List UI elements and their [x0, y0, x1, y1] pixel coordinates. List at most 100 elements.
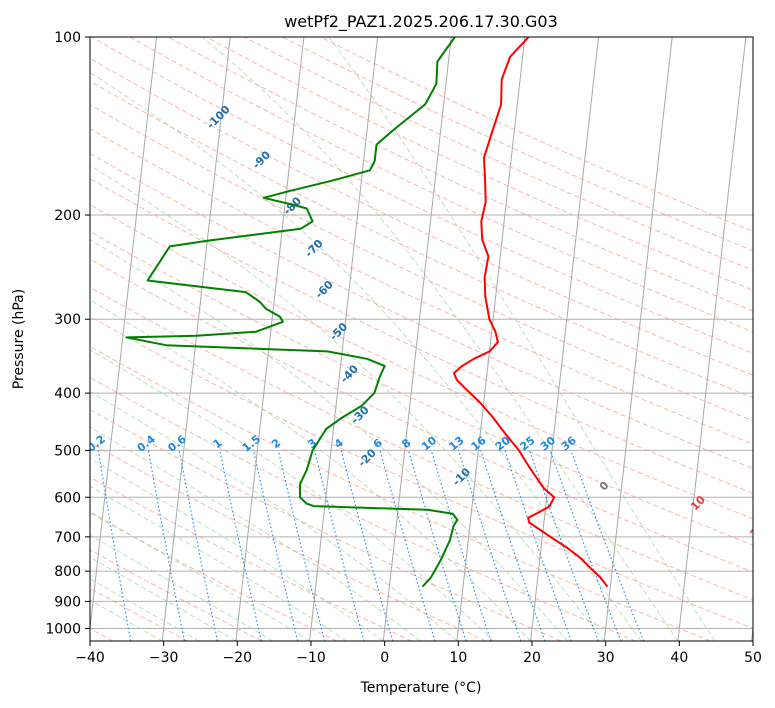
dry-adiabat-line — [90, 512, 338, 641]
mixing-ratio-line — [408, 450, 467, 641]
dry-adiabat-line — [90, 345, 711, 641]
dry-adiabat-line — [205, 37, 753, 291]
dry-adiabat-label: 20 — [748, 520, 768, 540]
data-series — [125, 37, 609, 588]
moist-adiabats — [90, 37, 716, 641]
moist-adiabat-line — [90, 578, 200, 641]
dry-adiabat-label: 10 — [688, 493, 708, 513]
y-tick-label: 200 — [54, 208, 81, 224]
mixing-ratio-label: 4 — [332, 436, 346, 451]
mixing-ratio-line — [549, 450, 622, 641]
moist-adiabat-line — [90, 485, 347, 641]
moist-adiabat-line — [328, 37, 716, 641]
y-tick-label: 800 — [54, 564, 81, 580]
mixing-ratio-line — [147, 450, 185, 641]
isotherm-line — [0, 37, 9, 641]
dry-adiabat-line — [129, 37, 753, 333]
isotherm-line — [309, 37, 379, 641]
mixing-ratio-line — [504, 450, 572, 641]
x-tick-label: 20 — [523, 650, 541, 666]
mixing-ratio-line — [480, 450, 546, 641]
y-tick-label: 1000 — [45, 621, 81, 637]
moist-adiabat-line — [90, 556, 237, 641]
mixing-ratio-line — [277, 450, 326, 641]
moist-adiabat-line — [90, 534, 274, 641]
dry-adiabat-line — [90, 258, 753, 573]
y-tick-label: 900 — [54, 594, 81, 610]
dry-adiabat-line — [167, 37, 753, 312]
isotherm-line — [530, 37, 600, 641]
isotherm-line — [235, 37, 305, 641]
dry-adiabat-line — [320, 37, 753, 232]
dry-adiabat-label: -70 — [302, 237, 325, 260]
x-tick-label: 40 — [670, 650, 688, 666]
mixing-ratio-line — [458, 450, 522, 641]
dry-adiabat-label: -10 — [450, 465, 473, 488]
x-tick-label: −10 — [296, 650, 326, 666]
mixing-ratio-lines — [97, 450, 645, 641]
dry-adiabat-line — [90, 442, 487, 641]
dry-adiabat-line — [90, 286, 753, 601]
moist-adiabat-line — [90, 599, 163, 641]
dry-adiabat-label: -50 — [327, 320, 350, 343]
dry-adiabat-label: -40 — [338, 362, 361, 385]
dry-adiabat-line — [91, 37, 753, 354]
pressure-grid — [90, 37, 753, 629]
moist-adiabat-line — [90, 71, 642, 641]
mixing-ratio-line — [529, 450, 600, 641]
moist-adiabat-line — [90, 457, 384, 641]
mixing-ratio-line — [253, 450, 299, 641]
mixing-ratio-line — [379, 450, 436, 641]
x-tick-label: −40 — [75, 650, 105, 666]
moist-adiabat-line — [90, 390, 458, 641]
isotherm-line — [161, 37, 231, 641]
x-tick-label: 10 — [449, 650, 467, 666]
mixing-ratio-line — [570, 450, 645, 641]
y-axis-ticks: 100 200 300 400 500 600 700 800 900 1000 — [45, 30, 90, 637]
dry-adiabat-line — [90, 476, 412, 641]
isotherm-line — [456, 37, 526, 641]
x-tick-label: 0 — [380, 650, 389, 666]
moist-adiabat-line — [201, 37, 679, 641]
x-tick-label: −30 — [149, 650, 179, 666]
moist-adiabat-line — [90, 510, 310, 641]
moist-adiabat-line — [90, 238, 568, 641]
x-tick-label: 50 — [744, 650, 762, 666]
dry-adiabat-label: -90 — [250, 148, 273, 171]
moist-adiabat-line — [90, 349, 495, 641]
mixing-ratio-line — [178, 450, 219, 641]
isotherm-line — [90, 37, 158, 633]
adiabat-labels: 0.1 0.2 0.4 0.6 1 1.5 2 3 4 6 8 10 13 16 20 25 30 36-100-… — [90, 103, 768, 541]
dry-adiabat-line — [90, 587, 188, 641]
mixing-ratio-line — [314, 450, 365, 641]
mixing-ratio-label: 0.4 — [135, 432, 159, 454]
y-axis-label: Pressure (hPa) — [11, 289, 27, 389]
mixing-ratio-label: 1 — [211, 436, 225, 451]
isotherm-line — [382, 37, 452, 641]
dry-adiabat-line — [90, 57, 753, 376]
mixing-ratio-label: 1.5 — [240, 433, 263, 455]
mixing-ratio-line — [219, 450, 262, 641]
dry-adiabat-line — [282, 37, 753, 252]
moist-adiabat-line — [90, 164, 605, 641]
dry-adiabat-label: -100 — [204, 103, 233, 132]
y-tick-label: 600 — [54, 490, 81, 506]
dry-adiabat-line — [244, 37, 753, 271]
dry-adiabat-line — [90, 408, 562, 641]
dry-adiabat-line — [90, 230, 753, 546]
y-tick-label: 700 — [54, 530, 81, 546]
dry-adiabat-label: -60 — [313, 278, 336, 301]
x-tick-label: 30 — [597, 650, 615, 666]
chart-title: wetPf2_PAZ1.2025.206.17.30.G03 — [284, 12, 558, 32]
dry-adiabat-line — [90, 80, 753, 399]
isotherm-line — [751, 623, 753, 641]
y-tick-label: 500 — [54, 443, 81, 459]
plot-frame — [89, 36, 754, 642]
skewed-isotherms — [0, 37, 753, 641]
mixing-ratio-label: 2 — [269, 436, 283, 451]
y-tick-label: 300 — [54, 312, 81, 328]
y-tick-label: 400 — [54, 386, 81, 402]
moist-adiabat-line — [90, 299, 531, 641]
mixing-ratio-line — [430, 450, 492, 641]
